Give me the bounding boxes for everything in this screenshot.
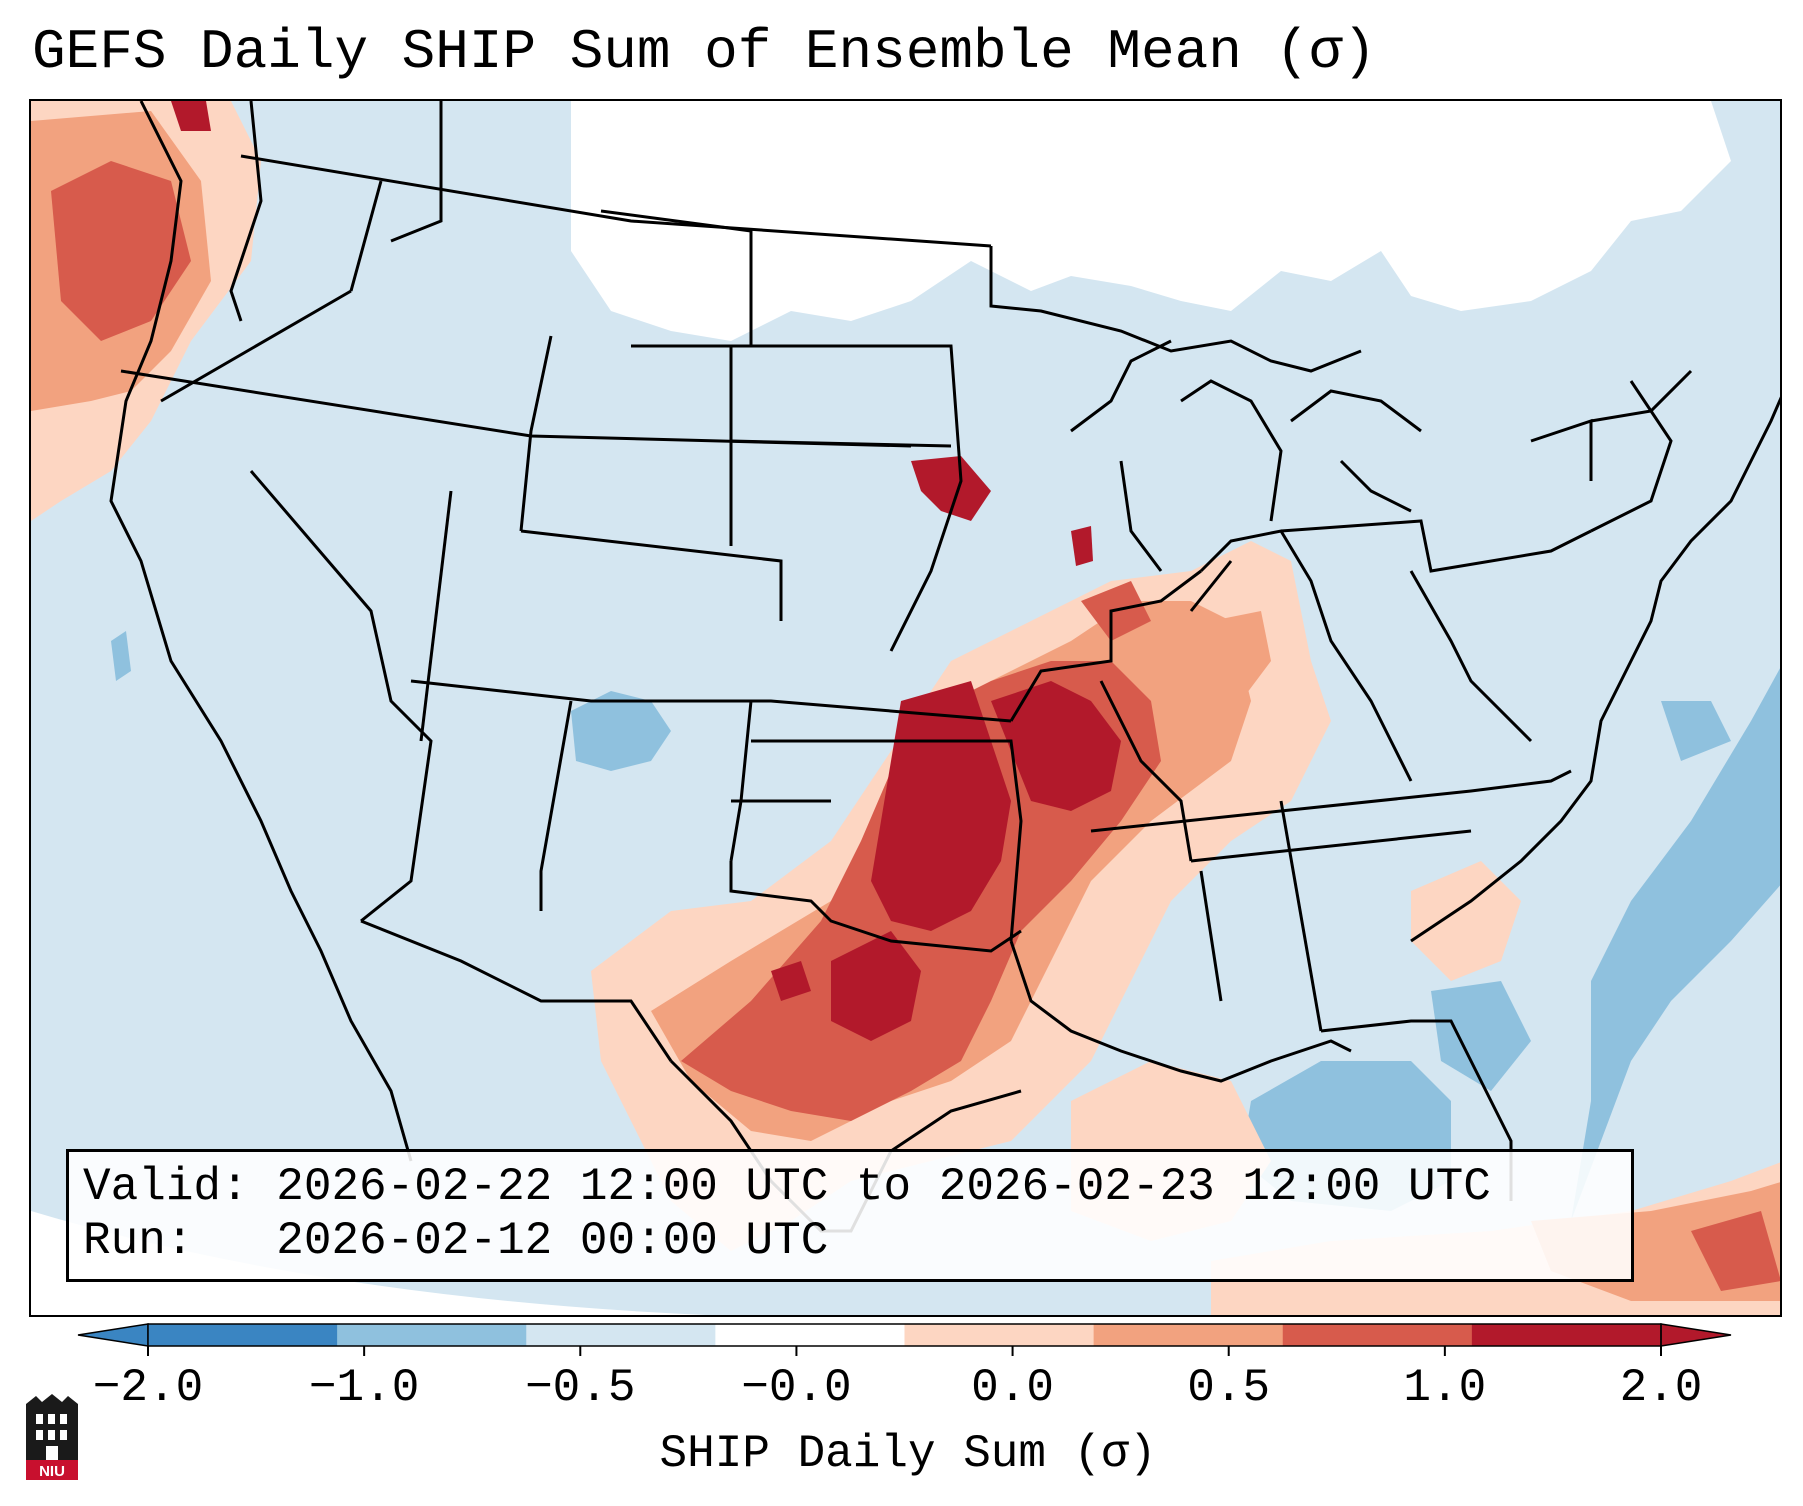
colorbar-segment <box>1282 1324 1473 1346</box>
colorbar-tick-label: −0.5 <box>525 1362 636 1414</box>
colorbar-tick-label: −0.0 <box>741 1362 852 1414</box>
colorbar-tick-label: −1.0 <box>308 1362 420 1414</box>
colorbar-label: SHIP Daily Sum (σ) <box>659 1428 1157 1480</box>
colorbar-segment <box>1471 1324 1662 1346</box>
state-borders <box>109 101 1780 1233</box>
validity-box: Valid: 2026-02-22 12:00 UTC to 2026-02-2… <box>66 1149 1634 1282</box>
run-line: Run: 2026-02-12 00:00 UTC <box>83 1215 829 1267</box>
colorbar-extend-high <box>1660 1323 1732 1347</box>
map-panel <box>29 99 1782 1317</box>
colorbar-segment <box>526 1324 716 1346</box>
colorbar <box>77 1323 1732 1356</box>
valid-line: Valid: 2026-02-22 12:00 UTC to 2026-02-2… <box>83 1161 1491 1213</box>
chart-title: GEFS Daily SHIP Sum of Ensemble Mean (σ) <box>32 20 1377 84</box>
colorbar-tick-label: −2.0 <box>92 1362 204 1414</box>
niu-logo: NIU <box>26 1394 78 1480</box>
colorbar-segment <box>148 1324 338 1346</box>
dark-red-fields <box>171 101 1121 1041</box>
colorbar-extend-low <box>77 1323 149 1347</box>
map-svg <box>31 101 1780 1315</box>
colorbar-segment <box>337 1324 527 1346</box>
colorbar-segment <box>1093 1324 1284 1346</box>
colorbar-tick-label: 1.0 <box>1403 1362 1487 1414</box>
colorbar-segment <box>904 1324 1095 1346</box>
colorbar-segment <box>715 1324 905 1346</box>
colorbar-tick-label: 0.5 <box>1187 1362 1271 1414</box>
colorbar-tick-label: 2.0 <box>1619 1362 1703 1414</box>
white-fields <box>31 101 1731 1315</box>
logo-text: NIU <box>39 1463 65 1480</box>
colorbar-tick-label: 0.0 <box>971 1362 1054 1414</box>
